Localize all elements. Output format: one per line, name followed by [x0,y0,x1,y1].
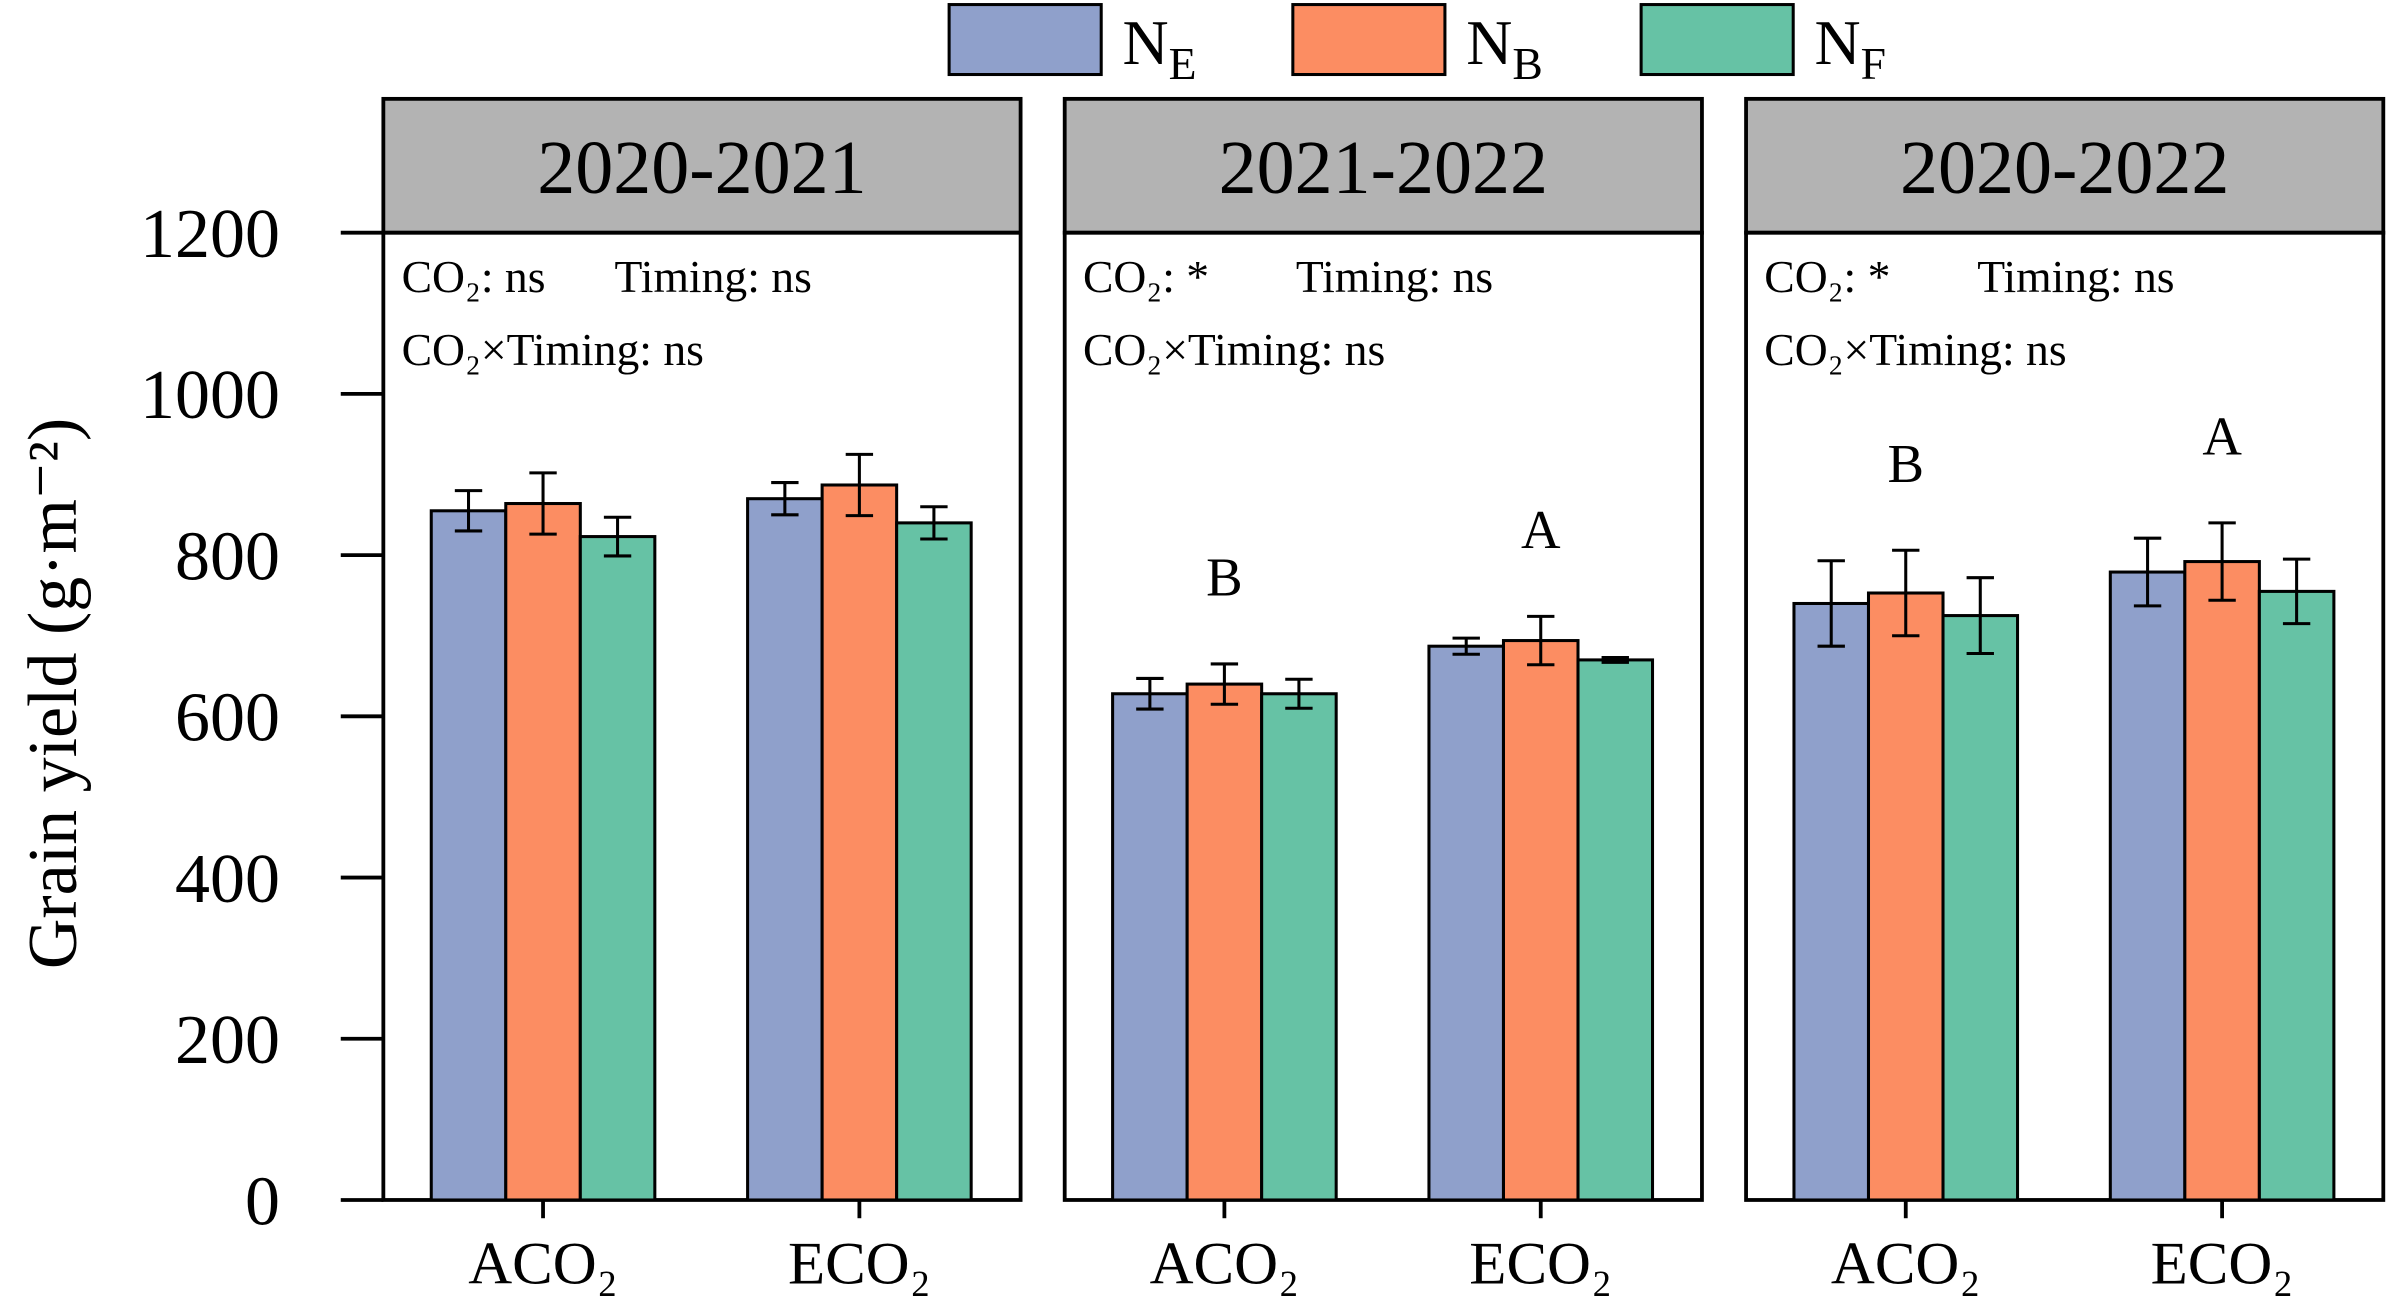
error-bar [1136,676,1164,711]
error-bar [2208,521,2236,602]
y-tick-label: 0 [245,1163,280,1240]
error-bar [1285,677,1313,710]
error-bar [2133,536,2162,608]
legend-swatch [1291,3,1447,77]
annotation: Timing: ns [1977,251,2174,302]
panel-frame [1744,230,2386,1202]
x-tick-label: ECO₂ [1469,1231,1612,1298]
panel-header [1062,96,1704,235]
x-tick-label: ACO₂ [1831,1231,1981,1298]
bar [1260,692,1338,1202]
error-bar [1966,576,1994,655]
error-bar [771,481,799,517]
legend-label: NE [1122,7,1196,89]
bar [504,502,582,1202]
annotation: CO₂×Timing: ns [1764,324,2066,375]
bar [1427,644,1505,1202]
bar [746,497,824,1202]
error-bar [529,471,557,536]
bar [895,521,973,1202]
error-bar [1892,548,1920,638]
bar [578,535,657,1202]
panel-title: 2020-2022 [1900,126,2229,210]
annotation: CO₂: ns [402,251,546,302]
x-tick-label: ECO₂ [788,1231,931,1298]
bar [1576,658,1655,1202]
panel-header [1744,96,2386,235]
error-bar [603,515,632,558]
annotation: CO₂×Timing: ns [402,324,704,375]
annotation: CO₂: * [1083,251,1209,302]
annotation: CO₂×Timing: ns [1083,324,1385,375]
group-letter: A [2202,405,2242,466]
error-bar [454,489,483,533]
legend-label: NB [1466,7,1543,89]
group-letter: A [1521,499,1561,560]
panel-title: 2021-2022 [1219,126,1548,210]
error-bar [1210,662,1239,706]
legend-label: NF [1814,7,1886,89]
annotation: Timing: ns [1296,251,1493,302]
x-tick-label: ECO₂ [2151,1231,2294,1298]
y-tick-label: 1000 [140,357,280,434]
error-bar [1527,614,1555,667]
bar [2183,560,2261,1202]
bar [820,483,899,1202]
bar [2108,570,2187,1202]
panel-frame [1062,230,1704,1202]
x-tick-label: ACO₂ [1150,1231,1300,1298]
y-tick-label: 1200 [140,196,280,273]
error-bar [1817,559,1845,648]
error-bar [920,505,948,541]
annotation: Timing: ns [615,251,812,302]
bar [429,509,508,1202]
y-tick-label: 400 [175,841,280,918]
error-bar [1452,636,1480,656]
bar [1185,682,1264,1202]
bar [1792,601,1871,1202]
group-letter: B [1887,433,1924,494]
y-axis-label: Grain yield (g·m⁻²) [15,418,92,969]
legend-swatch [947,3,1103,77]
panel-header [381,96,1023,235]
group-letter: B [1206,547,1243,608]
error-bar [845,452,874,518]
legend-swatch [1639,3,1795,77]
bar [1501,639,1580,1202]
error-bar [2282,557,2311,626]
y-tick-label: 800 [175,518,280,595]
x-tick-label: ACO₂ [468,1231,618,1298]
bar [2257,589,2336,1202]
error-bar [1601,655,1629,664]
bar [1111,692,1189,1202]
bar [1866,591,1945,1202]
y-tick-label: 200 [175,1002,280,1079]
y-tick-label: 600 [175,680,280,757]
panel-title: 2020-2021 [537,126,866,210]
annotation: CO₂: * [1764,251,1890,302]
bar [1941,614,2020,1202]
